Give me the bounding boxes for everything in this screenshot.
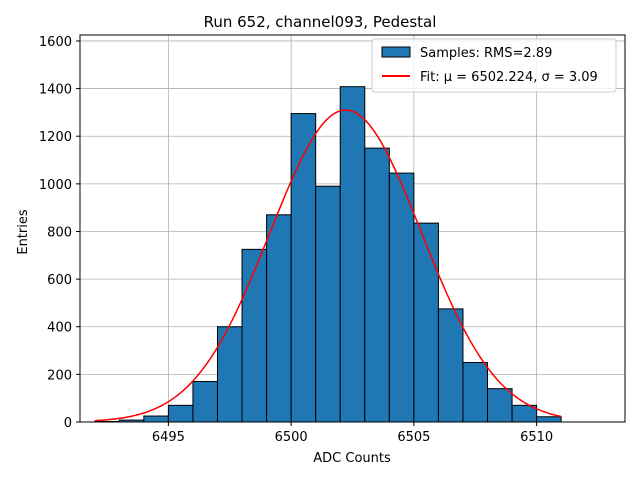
histogram-bar (315, 185, 341, 423)
histogram-bar (167, 404, 194, 423)
x-tick-label: 6505 (397, 430, 430, 445)
histogram-bar (462, 361, 489, 423)
fit-curve (94, 109, 562, 422)
y-tick-label: 1200 (39, 130, 72, 145)
histogram-bar (487, 388, 513, 423)
histogram-bar (339, 86, 366, 423)
y-tick-label: 800 (47, 225, 72, 240)
x-tick-label: 6495 (152, 430, 185, 445)
histogram-bar (536, 416, 562, 423)
x-axis-label: ADC Counts (313, 451, 391, 466)
legend-box (371, 38, 617, 93)
y-tick-label: 1400 (39, 83, 72, 98)
histogram-bar (290, 113, 317, 423)
y-axis-label: Entries (16, 209, 31, 255)
x-axis-ticks: 6495 6500 6505 6510 (152, 422, 553, 445)
histogram-bar (364, 147, 390, 423)
y-axis-ticks: 0 200 400 600 800 1000 1200 1400 1600 (39, 35, 80, 431)
histogram-bar (192, 381, 218, 423)
x-tick-label: 6510 (520, 430, 553, 445)
chart-title: Run 652, channel093, Pedestal (204, 13, 437, 31)
y-tick-label: 1000 (39, 178, 72, 193)
legend-histogram-swatch (381, 46, 411, 58)
y-tick-label: 400 (47, 321, 72, 336)
histogram-bar (241, 248, 268, 423)
histogram-bar (413, 222, 439, 423)
legend-fit-label: Fit: μ = 6502.224, σ = 3.09 (420, 70, 598, 85)
histogram-bar (437, 308, 464, 423)
y-tick-label: 0 (64, 416, 72, 431)
y-tick-label: 600 (47, 273, 72, 288)
histogram-bar (388, 172, 415, 423)
histogram-bar (266, 214, 292, 423)
plot-area-frame (79, 34, 626, 423)
histogram-bar (143, 415, 169, 423)
y-tick-label: 1600 (39, 35, 72, 50)
y-tick-label: 200 (47, 368, 72, 383)
histogram-bars (94, 86, 562, 423)
legend-histogram-label: Samples: RMS=2.89 (420, 46, 552, 61)
legend: Samples: RMS=2.89 Fit: μ = 6502.224, σ =… (371, 38, 617, 93)
x-tick-label: 6500 (275, 430, 308, 445)
